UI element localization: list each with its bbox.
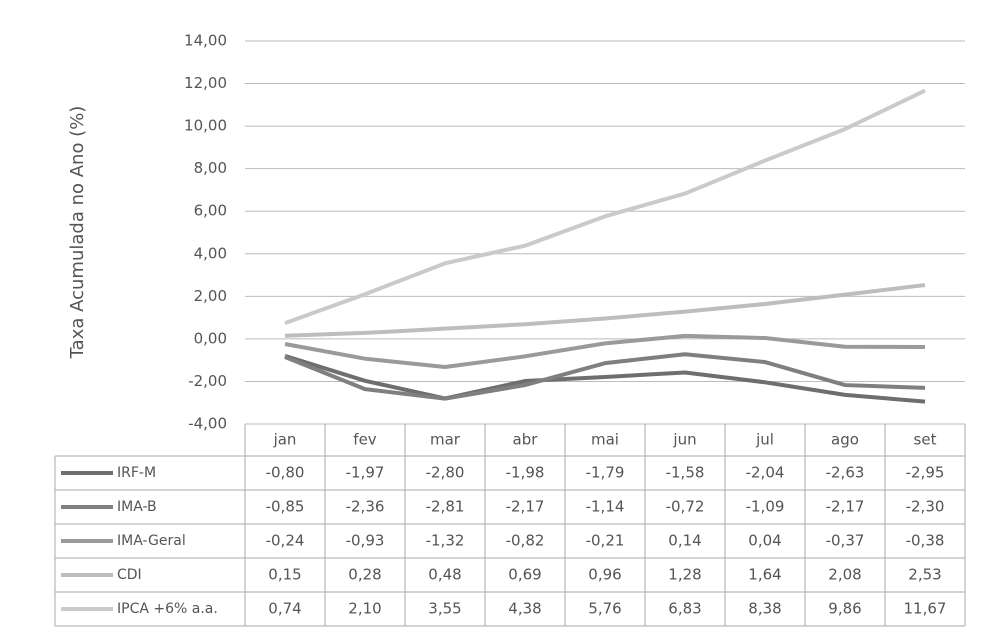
table-value: 1,28 (668, 566, 701, 584)
table-value: -1,09 (746, 498, 785, 516)
table-value: -1,98 (506, 464, 545, 482)
legend-label: IMA-Geral (117, 533, 186, 549)
table-value: 2,08 (828, 566, 861, 584)
table-value: 0,69 (508, 566, 541, 584)
y-tick-label: 2,00 (194, 287, 227, 305)
y-tick-label: 10,00 (184, 117, 227, 135)
table-value: -0,72 (666, 498, 705, 516)
table-value: 0,14 (668, 532, 701, 550)
y-tick-label: -4,00 (188, 415, 227, 433)
table-value: -0,21 (586, 532, 625, 550)
y-tick-label: 14,00 (184, 32, 227, 50)
y-tick-label: 6,00 (194, 202, 227, 220)
table-value: 2,53 (908, 566, 941, 584)
x-tick-label: abr (513, 431, 539, 449)
table-value: -0,93 (346, 532, 385, 550)
table-value: -2,95 (906, 464, 945, 482)
table-value: 8,38 (748, 600, 781, 618)
table-value: -1,32 (426, 532, 465, 550)
table-value: -2,30 (906, 498, 945, 516)
table-value: 6,83 (668, 600, 701, 618)
table-value: 2,10 (348, 600, 381, 618)
table-value: -0,82 (506, 532, 545, 550)
y-axis-label: Taxa Acumulada no Ano (%) (67, 106, 88, 360)
x-tick-label: jun (672, 431, 696, 449)
table-value: 0,48 (428, 566, 461, 584)
table-value: -1,97 (346, 464, 385, 482)
series-line (284, 354, 926, 404)
table-value: 0,15 (268, 566, 301, 584)
table-value: -2,80 (426, 464, 465, 482)
x-tick-label: jul (755, 431, 774, 449)
y-tick-label: 4,00 (194, 244, 227, 262)
y-tick-label: 0,00 (194, 329, 227, 347)
table-value: -2,17 (506, 498, 545, 516)
series-line (284, 88, 926, 326)
table-value: 5,76 (588, 600, 621, 618)
series-line (284, 283, 926, 338)
table-value: -2,17 (826, 498, 865, 516)
table-value: 1,64 (748, 566, 781, 584)
y-tick-label: -2,00 (188, 372, 227, 390)
x-tick-label: mai (591, 431, 619, 449)
y-tick-label: 12,00 (184, 74, 227, 92)
x-tick-label: ago (831, 431, 859, 449)
table-value: -2,81 (426, 498, 465, 516)
x-tick-label: fev (353, 431, 377, 449)
table-value: -1,79 (586, 464, 625, 482)
table-value: 0,28 (348, 566, 381, 584)
table-value: -2,63 (826, 464, 865, 482)
series-line (284, 333, 926, 369)
table-value: 0,74 (268, 600, 301, 618)
table-value: -0,38 (906, 532, 945, 550)
table-value: 9,86 (828, 600, 861, 618)
x-tick-label: jan (273, 431, 297, 449)
legend-label: IPCA +6% a.a. (117, 601, 218, 617)
table-value: 3,55 (428, 600, 461, 618)
table-value: 0,96 (588, 566, 621, 584)
table-value: 4,38 (508, 600, 541, 618)
legend-label: IMA-B (117, 499, 157, 515)
series-line (284, 352, 926, 401)
y-tick-label: 8,00 (194, 159, 227, 177)
table-value: -2,04 (746, 464, 785, 482)
table-value: -0,24 (266, 532, 305, 550)
x-tick-label: mar (430, 431, 461, 449)
table-value: -2,36 (346, 498, 385, 516)
table-value: -1,58 (666, 464, 705, 482)
legend-label: CDI (117, 567, 142, 583)
table-value: -0,37 (826, 532, 865, 550)
x-tick-label: set (914, 431, 937, 449)
table-value: -0,80 (266, 464, 305, 482)
table-value: -0,85 (266, 498, 305, 516)
table-value: -1,14 (586, 498, 625, 516)
legend-label: IRF-M (117, 465, 156, 481)
table-value: 0,04 (748, 532, 781, 550)
table-value: 11,67 (904, 600, 947, 618)
